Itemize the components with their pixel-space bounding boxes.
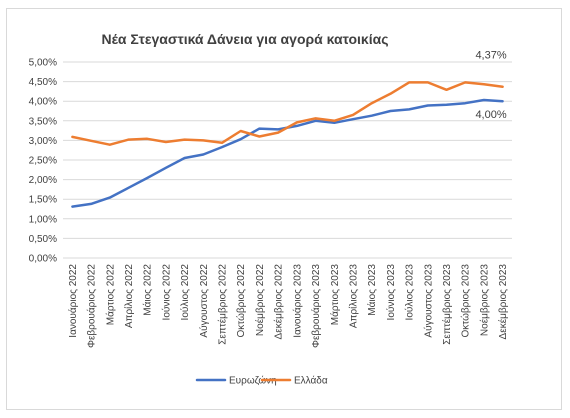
- series-end-data-label: 4,37%: [475, 50, 506, 62]
- x-tick-label: Μάιος 2022: [142, 264, 154, 316]
- y-tick-label: 4,00%: [29, 97, 57, 108]
- series-line-2: [71, 81, 504, 146]
- x-tick-label: Αύγουστος 2022: [198, 264, 210, 338]
- x-tick-label: Νοέμβριος 2023: [478, 264, 490, 337]
- x-tick-label: Ιούνιος 2023: [385, 264, 397, 321]
- legend-entry: Ελλάδα: [294, 375, 328, 387]
- x-tick-label: Οκτώβριος 2022: [235, 264, 247, 338]
- y-axis-ticks: 0,00% 0,50% 1,00% 1,50% 2,00% 2,50% 3,00% 3,50%…: [29, 58, 57, 265]
- x-axis-ticks: Ιανουάριος 2022 Φεβρουάριος 2022 Μάρτιος 2…: [67, 264, 509, 348]
- x-tick-label: Σεπτέμβριος 2023: [441, 264, 453, 345]
- x-tick-label: Απρίλιος 2023: [347, 264, 359, 329]
- y-tick-label: 3,00%: [29, 136, 57, 147]
- x-tick-label: Δεκέμβριος 2023: [497, 264, 509, 340]
- y-tick-label: 0,00%: [29, 254, 57, 265]
- y-tick-label: 4,50%: [29, 77, 57, 88]
- x-tick-label: Ιανουάριος 2022: [67, 264, 79, 338]
- x-tick-label: Μάιος 2023: [366, 264, 378, 316]
- x-tick-label: Ιούλιος 2022: [179, 264, 191, 321]
- y-tick-label: 1,50%: [29, 195, 57, 206]
- legend: Ευρωζώνη Ελλάδα: [195, 375, 328, 387]
- x-tick-label: Φεβρουάριος 2022: [86, 264, 98, 348]
- chart-title: Νέα Στεγαστικά Δάνεια για αγορά κατοικία…: [102, 31, 389, 47]
- data-labels: 4,00% 4,37%: [475, 50, 506, 122]
- y-tick-label: 0,50%: [29, 234, 57, 245]
- y-tick-label: 3,50%: [29, 116, 57, 127]
- x-tick-label: Μάρτιος 2022: [104, 264, 116, 326]
- x-tick-label: Ιανουάριος 2023: [291, 264, 303, 338]
- series-lines: [71, 81, 504, 208]
- x-tick-label: Ιούνιος 2022: [160, 264, 172, 321]
- x-tick-label: Ιούλιος 2023: [404, 264, 416, 321]
- x-tick-label: Νοέμβριος 2022: [254, 264, 266, 337]
- x-tick-label: Δεκέμβριος 2022: [273, 264, 285, 340]
- chart-frame: [6, 8, 562, 410]
- x-tick-label: Αύγουστος 2023: [422, 264, 434, 338]
- y-tick-label: 5,00%: [29, 58, 57, 69]
- y-tick-label: 2,50%: [29, 156, 57, 167]
- x-tick-label: Φεβρουάριος 2023: [310, 264, 322, 348]
- series-line-1: [71, 98, 504, 208]
- y-tick-label: 2,00%: [29, 175, 57, 186]
- x-tick-label: Μάρτιος 2023: [329, 264, 341, 326]
- x-tick-label: Απρίλιος 2022: [123, 264, 135, 329]
- y-tick-label: 1,00%: [29, 214, 57, 225]
- legend-entry: Ευρωζώνη: [229, 375, 277, 387]
- x-tick-label: Σεπτέμβριος 2022: [217, 264, 229, 345]
- x-tick-label: Οκτώβριος 2023: [460, 264, 472, 338]
- gridlines: [63, 61, 512, 259]
- series-end-data-label: 4,00%: [475, 109, 506, 121]
